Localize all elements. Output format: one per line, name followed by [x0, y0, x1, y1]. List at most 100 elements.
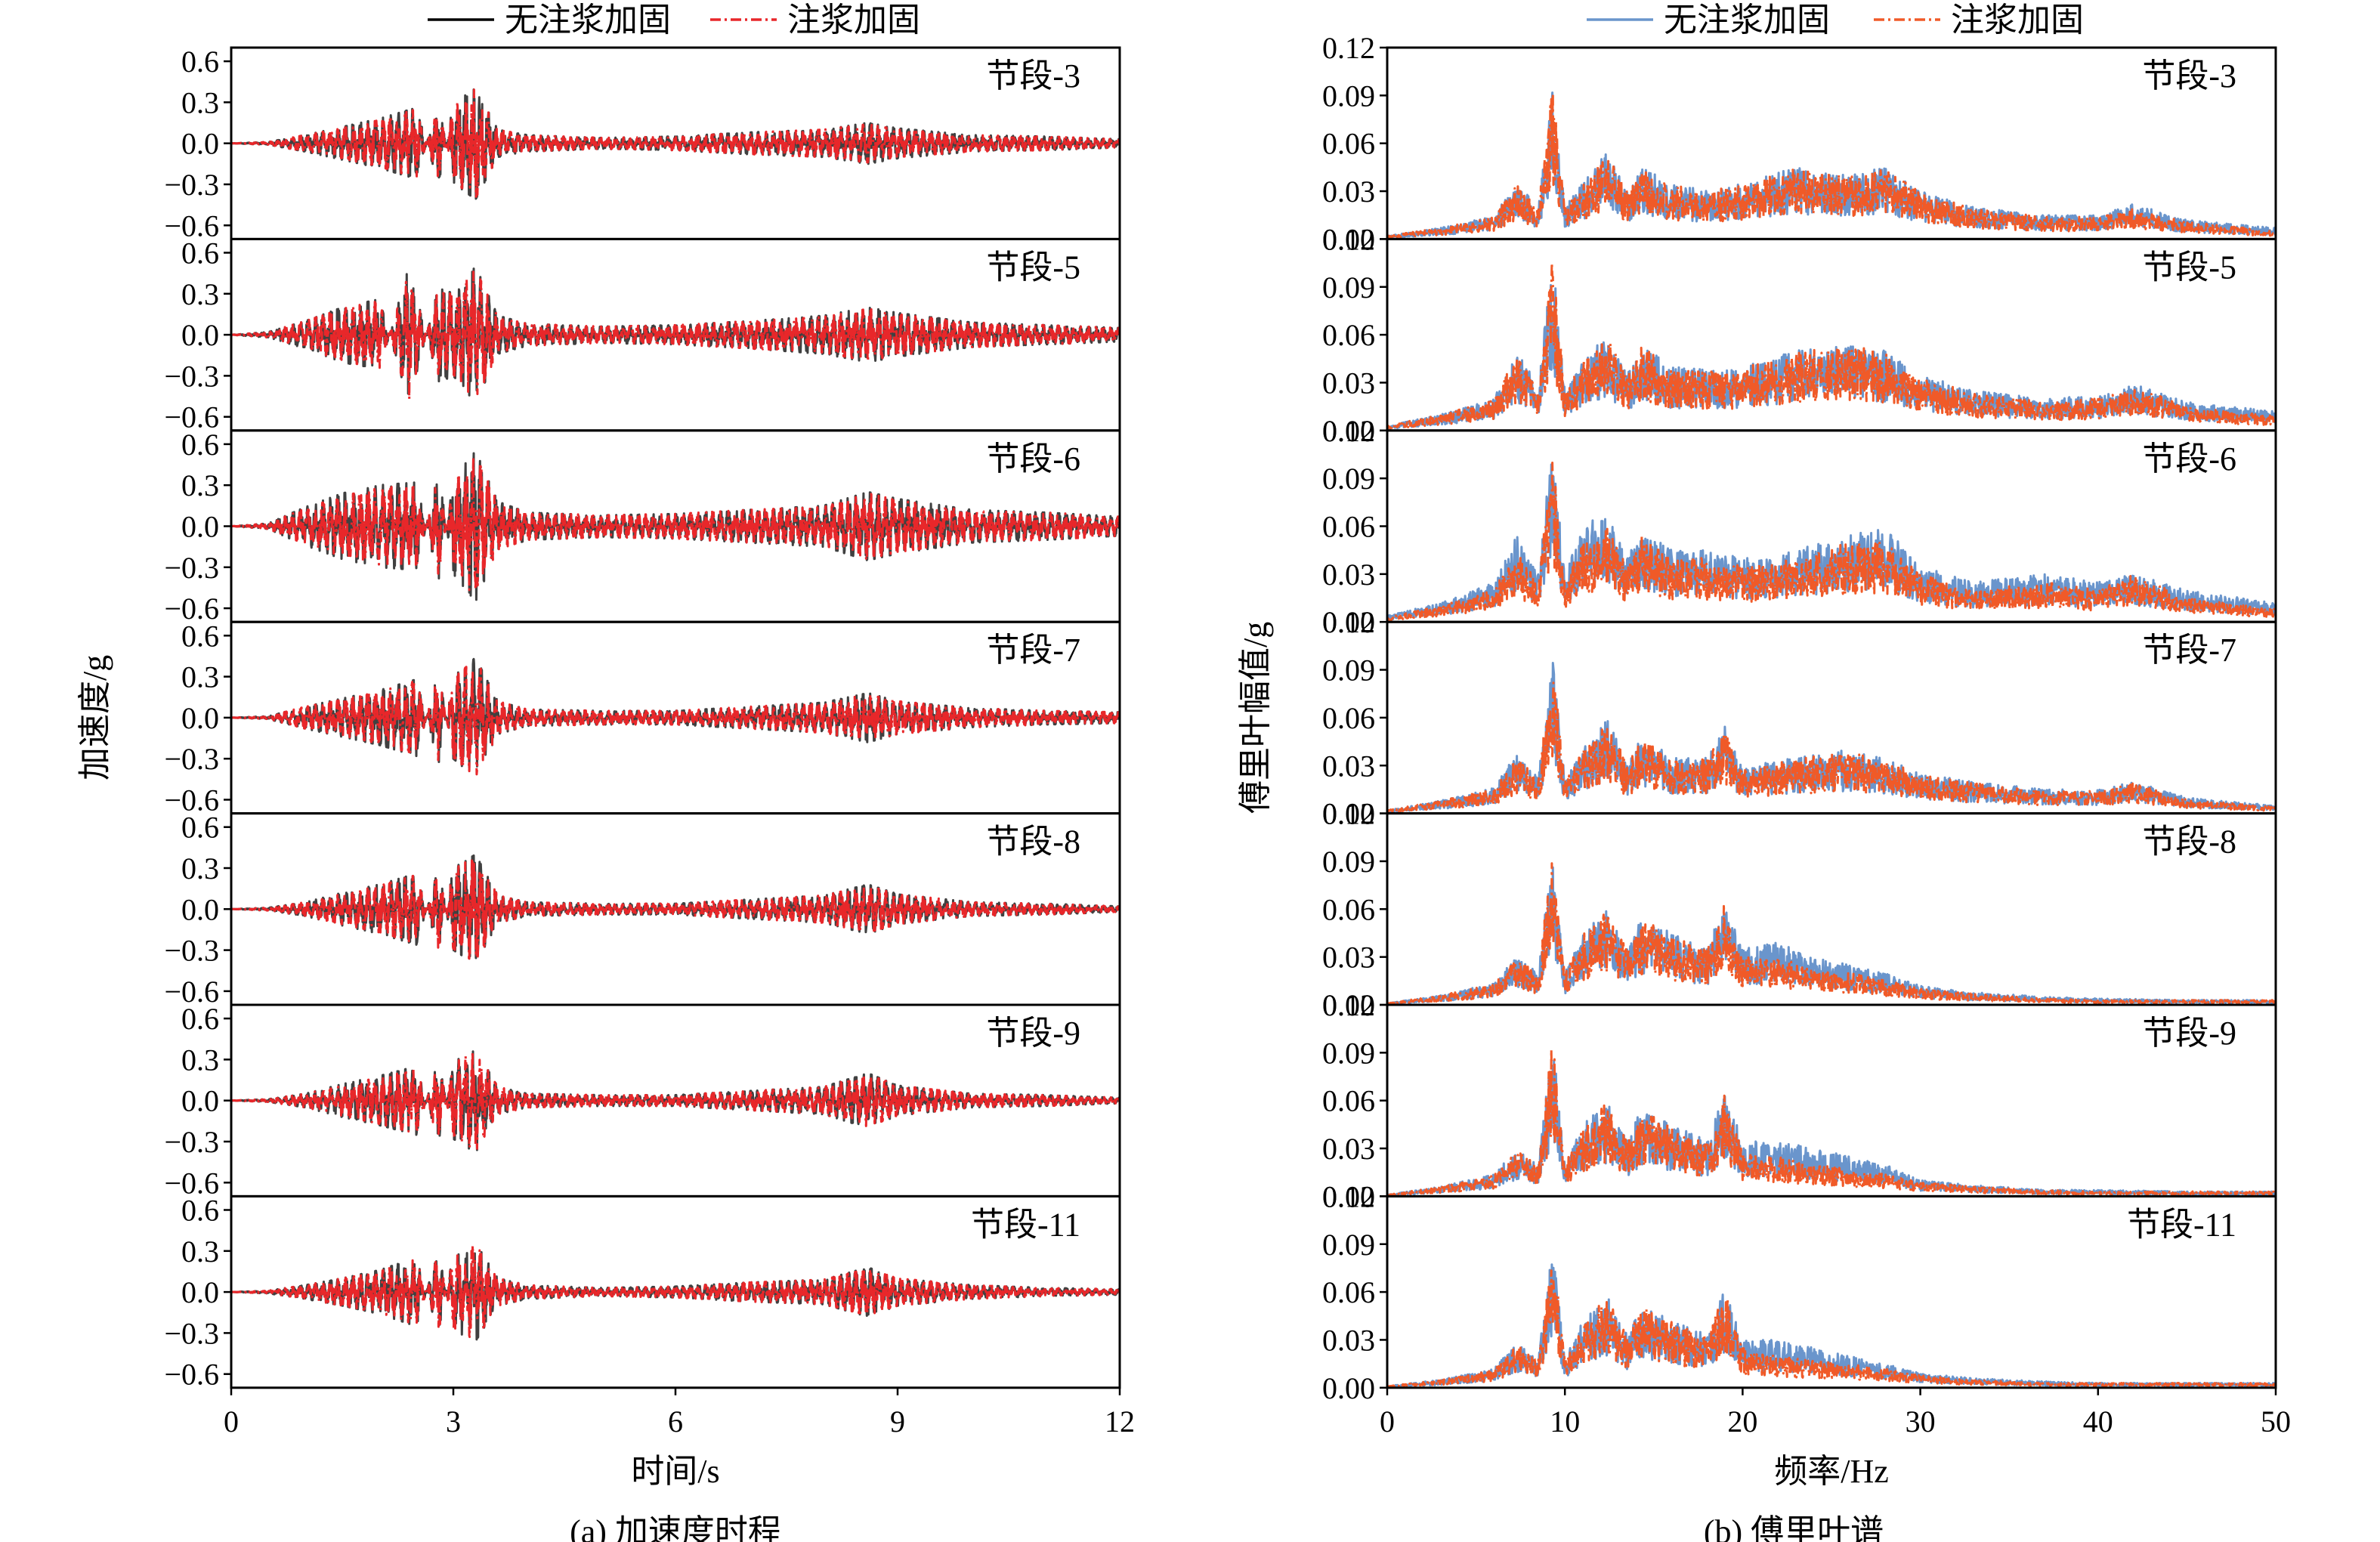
panel: 节段-11 0.00 0.03 0.06 0.09 0.12: [1322, 1179, 2277, 1405]
panel-label: 节段-9: [986, 1015, 1080, 1052]
y-tick-label: 0.3: [181, 85, 219, 119]
panel: 节段-9 0.00 0.03 0.06 0.09 0.12: [1322, 988, 2277, 1213]
y-tick-label: 0.3: [181, 851, 219, 885]
series-line-grout: [230, 1244, 1121, 1339]
y-tick-label: 0.0: [181, 1275, 219, 1309]
panel: 节段-9 −0.6 −0.3 0.0 0.3 0.6: [164, 1002, 1121, 1200]
x-tick-label: 6: [668, 1404, 683, 1438]
series-line-grout: [230, 1050, 1121, 1150]
x-tick-label: 50: [2261, 1404, 2291, 1438]
y-tick-label: 0.00: [1322, 1179, 1375, 1213]
series-line-grout: [1386, 1269, 2277, 1388]
panel-label: 节段-8: [986, 824, 1080, 861]
panel: 节段-8 0.00 0.03 0.06 0.09 0.12: [1322, 797, 2277, 1022]
series-line-grout: [230, 270, 1121, 400]
y-tick-label: 0.06: [1322, 127, 1375, 161]
y-tick-label: 0.12: [1322, 1179, 1375, 1213]
series-line-grout: [1386, 462, 2277, 621]
x-tick-label: 40: [2083, 1404, 2113, 1438]
y-tick-label: 0.00: [1322, 605, 1375, 639]
y-tick-label: 0.00: [1322, 1371, 1375, 1405]
y-tick-label: 0.06: [1322, 1084, 1375, 1118]
figure-caption: (b) 傅里叶谱: [1704, 1513, 1884, 1542]
y-tick-label: 0.03: [1322, 749, 1375, 783]
y-tick-label: 0.09: [1322, 845, 1375, 879]
panel-label: 节段-6: [986, 440, 1080, 477]
y-tick-label: −0.6: [164, 209, 219, 243]
y-tick-label: 0.00: [1322, 222, 1375, 256]
y-tick-label: 0.6: [181, 236, 219, 270]
y-tick-label: 0.6: [181, 1002, 219, 1036]
y-tick-label: 0.09: [1322, 1036, 1375, 1070]
series-line-grout: [1386, 681, 2277, 813]
y-tick-label: −0.3: [164, 1316, 219, 1350]
y-tick-label: 0.00: [1322, 988, 1375, 1022]
panel-label: 节段-11: [971, 1206, 1080, 1243]
y-tick-label: 0.3: [181, 468, 219, 502]
y-tick-label: 0.06: [1322, 892, 1375, 926]
y-tick-label: 0.6: [181, 811, 219, 845]
y-tick-label: 0.3: [181, 277, 219, 311]
y-axis-label: 加速度/g: [76, 655, 113, 780]
y-tick-label: 0.09: [1322, 654, 1375, 688]
panel-label: 节段-5: [986, 249, 1080, 286]
figure-caption: (a) 加速度时程: [570, 1513, 781, 1542]
y-tick-label: 0.12: [1322, 797, 1375, 831]
panel: 节段-5 0.00 0.03 0.06 0.09 0.12: [1322, 222, 2277, 448]
x-tick-label: 3: [446, 1404, 461, 1438]
panel-label: 节段-11: [2127, 1206, 2236, 1243]
panel: 节段-5 −0.6 −0.3 0.0 0.3 0.6: [164, 236, 1121, 434]
series-line-grout: [1386, 92, 2277, 239]
series-line-grout: [230, 88, 1120, 198]
panel-label: 节段-3: [986, 57, 1080, 94]
series-line-grout: [230, 666, 1121, 776]
y-tick-label: 0.12: [1322, 414, 1375, 448]
x-tick-label: 30: [1906, 1404, 1936, 1438]
y-tick-label: 0.0: [181, 127, 219, 161]
y-tick-label: 0.3: [181, 1235, 219, 1269]
y-tick-label: 0.03: [1322, 558, 1375, 592]
series-line-no-grout: [1386, 662, 2277, 814]
y-tick-label: 0.6: [181, 1194, 219, 1228]
y-tick-label: 0.0: [181, 701, 219, 735]
panel-label: 节段-7: [986, 632, 1080, 669]
y-tick-label: 0.00: [1322, 797, 1375, 831]
y-tick-label: −0.6: [164, 400, 219, 434]
panel-label: 节段-6: [2142, 440, 2236, 477]
y-tick-label: 0.6: [181, 45, 219, 79]
y-tick-label: 0.12: [1322, 988, 1375, 1022]
panel-label: 节段-9: [2142, 1015, 2236, 1052]
y-tick-label: 0.12: [1322, 31, 1375, 65]
legend-label-grout: 注浆加固: [1951, 2, 2084, 39]
y-tick-label: 0.03: [1322, 1132, 1375, 1166]
series-line-grout: [1386, 862, 2276, 1006]
y-tick-label: 0.6: [181, 619, 219, 653]
panel: 节段-3 0.00 0.03 0.06 0.09 0.12: [1322, 31, 2277, 256]
x-tick-label: 12: [1105, 1404, 1135, 1438]
y-tick-label: 0.09: [1322, 270, 1375, 304]
y-tick-label: 0.03: [1322, 366, 1375, 400]
y-tick-label: 0.0: [181, 892, 219, 926]
y-tick-label: 0.12: [1322, 605, 1375, 639]
y-tick-label: 0.09: [1322, 462, 1375, 496]
series-line-grout: [230, 456, 1121, 592]
y-tick-label: −0.6: [164, 975, 219, 1009]
x-tick-label: 20: [1727, 1404, 1757, 1438]
panel: 节段-7 −0.6 −0.3 0.0 0.3 0.6: [164, 619, 1121, 817]
y-tick-label: 0.09: [1322, 79, 1375, 113]
y-axis-label: 傅里叶幅值/g: [1237, 622, 1274, 814]
panel: 节段-6 0.00 0.03 0.06 0.09 0.12: [1322, 414, 2277, 639]
y-tick-label: 0.0: [181, 1084, 219, 1118]
y-tick-label: 0.03: [1322, 1323, 1375, 1357]
y-tick-label: 0.06: [1322, 510, 1375, 544]
y-tick-label: −0.3: [164, 1125, 219, 1159]
x-axis-label: 频率/Hz: [1774, 1453, 1889, 1490]
x-tick-label: 10: [1550, 1404, 1580, 1438]
y-tick-label: 0.0: [181, 318, 219, 352]
y-tick-label: 0.06: [1322, 701, 1375, 735]
y-tick-label: −0.3: [164, 742, 219, 776]
panel-label: 节段-3: [2142, 57, 2236, 94]
y-tick-label: 0.09: [1322, 1228, 1375, 1262]
legend: 无注浆加固 注浆加固: [428, 2, 920, 39]
